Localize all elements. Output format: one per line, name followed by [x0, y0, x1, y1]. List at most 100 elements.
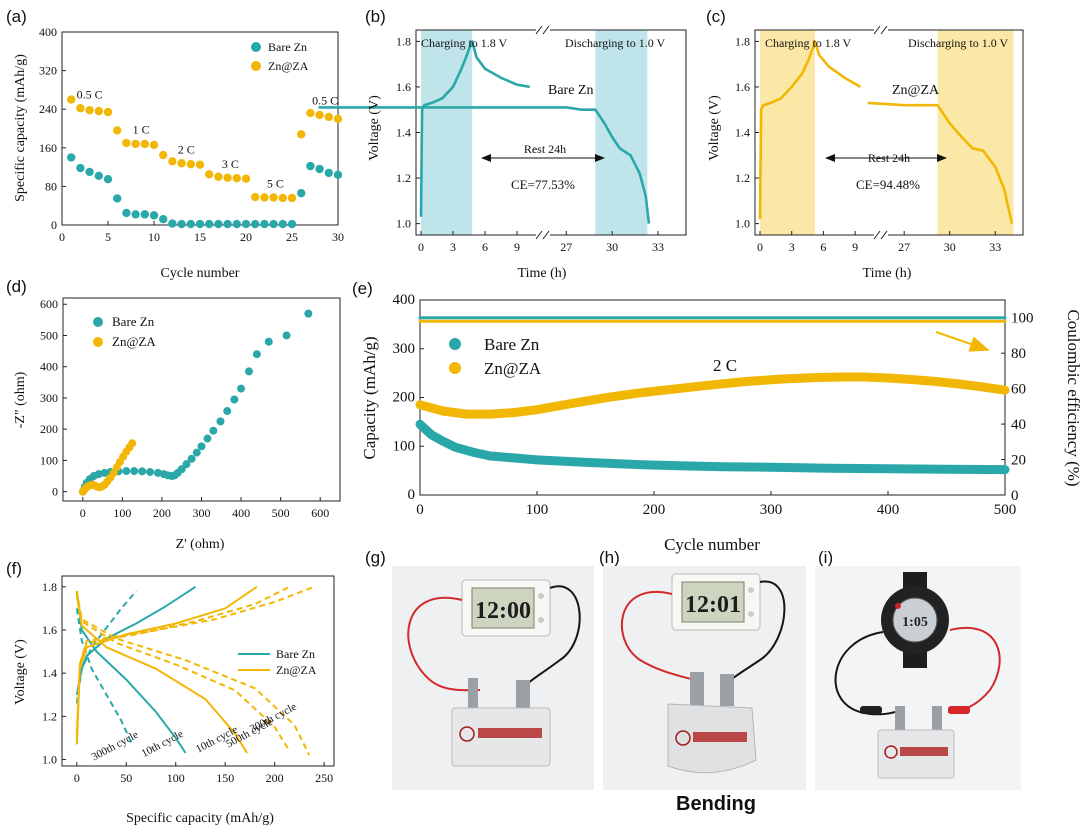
panel-e-label: (e): [352, 279, 373, 298]
y-tick-label: 1.6: [42, 623, 57, 637]
battery-tab: [468, 678, 478, 712]
data-point: [122, 138, 131, 148]
x-tick-label: 25: [286, 230, 298, 244]
voltage-capacity-curve: [75, 593, 291, 752]
x-tick-label: 200: [153, 506, 171, 520]
x-tick-label: 400: [232, 506, 250, 520]
rate-label: 2 C: [178, 143, 195, 157]
photo-g-label: (g): [365, 548, 386, 567]
panel-a-legend: Bare Zn Zn@ZA: [251, 40, 309, 73]
y-tick-label: 1.6: [396, 80, 411, 94]
data-point: [278, 193, 287, 203]
panel-e-legend: Bare Zn Zn@ZA: [449, 335, 542, 378]
watch-strap: [903, 650, 927, 668]
legend-marker-zn-za: [93, 337, 103, 347]
x-tick-label: 100: [113, 506, 131, 520]
lcd-clock-screen: [681, 581, 745, 623]
y-tick-label: 1.8: [42, 580, 57, 594]
legend-label-zn-za: Zn@ZA: [112, 334, 156, 349]
x-tick-label: 9: [852, 240, 858, 254]
data-point: [269, 219, 278, 229]
voltage-curve: [318, 106, 651, 224]
data-point: [113, 126, 122, 135]
watch-display: 1:05: [902, 615, 928, 630]
data-point: [177, 159, 186, 168]
university-seal-icon: [459, 726, 475, 742]
data-point: [113, 194, 122, 203]
data-point: [251, 219, 260, 229]
y-tick-label: 300: [40, 391, 58, 405]
data-point: [260, 219, 269, 229]
data-point: [230, 395, 239, 404]
panel-b-charge-text: Charging to 1.8 V: [421, 36, 508, 50]
x-tick-label: 3: [789, 240, 795, 254]
red-wire: [620, 591, 696, 681]
data-point: [252, 350, 261, 359]
panel-b: (b) 0 3 6 9 27 30 33 1.0 1.2 1.4 1.6 1.8 Charging t…: [318, 7, 687, 281]
x-tick-label: 300: [760, 502, 783, 518]
cycle-label: 300th cycle: [90, 729, 141, 764]
clock-screw-icon: [538, 593, 544, 599]
panel-b-xlabel: Time (h): [518, 266, 567, 281]
x-tick-label: 200: [266, 771, 284, 785]
y-tick-label: 1.2: [42, 709, 57, 723]
panel-e: (e) 0 100 200 300 400 50001002003004000204060…: [352, 279, 1080, 554]
legend-marker-bare-zn: [449, 338, 461, 350]
x-tick-label: 27: [560, 240, 572, 254]
photo-h-caption: Bending: [676, 793, 756, 815]
data-point: [251, 192, 260, 202]
x-tick-label: 200: [643, 502, 666, 518]
x-tick-label: 150: [216, 771, 234, 785]
x-tick-label: 3: [450, 240, 456, 254]
panel-c-ylabel: Voltage (V): [707, 95, 722, 161]
battery-tab: [720, 674, 734, 706]
data-point: [195, 219, 205, 229]
panel-b-discharge-text: Discharging to 1.0 V: [565, 36, 666, 50]
x-tick-label: 33: [989, 240, 1001, 254]
panel-c-ce-text: CE=94.48%: [856, 177, 920, 192]
y-tick-label: 200: [40, 422, 58, 436]
x-tick-label: 20: [240, 230, 252, 244]
data-point: [282, 331, 291, 340]
panel-e-rate-annotation: 2 C: [713, 356, 737, 375]
data-point: [205, 170, 214, 179]
data-point: [149, 140, 159, 150]
voltage-curve: [419, 40, 531, 217]
data-point: [315, 110, 324, 120]
rate-label: 0.5 C: [312, 93, 338, 107]
data-point: [209, 426, 218, 435]
x-tick-label: 500: [272, 506, 290, 520]
y2-tick-label: 60: [1011, 382, 1026, 398]
y-tick-label: 200: [393, 390, 416, 406]
x-tick-label: 6: [482, 240, 488, 254]
y-tick-label: 1.8: [396, 34, 411, 48]
data-point: [223, 219, 232, 229]
data-point: [146, 467, 155, 476]
data-point: [67, 153, 76, 162]
voltage-capacity-curve: [75, 585, 290, 738]
data-point: [94, 470, 103, 479]
x-tick-label: 600: [311, 506, 329, 520]
data-point: [223, 407, 232, 416]
data-point: [333, 114, 343, 124]
y-tick-label: 1.2: [735, 171, 750, 185]
data-point: [76, 104, 85, 113]
panel-e-ce-arrow: [935, 331, 990, 352]
voltage-capacity-curve: [75, 585, 315, 734]
data-point: [214, 172, 223, 181]
black-alligator-clip: [860, 706, 882, 714]
data-point: [159, 215, 168, 224]
panel-e-y2label: Coulombic efficiency (%): [1064, 309, 1080, 486]
voltage-capacity-curve: [75, 590, 311, 756]
lcd-clock-display: 12:01: [685, 592, 741, 618]
data-point: [140, 210, 149, 219]
battery-tab: [932, 706, 942, 732]
panel-f-ylabel: Voltage (V): [13, 639, 28, 705]
clock-screw-icon: [748, 587, 754, 593]
legend-label-zn-za: Zn@ZA: [484, 359, 542, 378]
panel-a-ylabel: Specific capacity (mAh/g): [13, 54, 28, 202]
panel-c-discharge-text: Discharging to 1.0 V: [908, 36, 1009, 50]
panel-d-ylabel: -Z" (ohm): [13, 371, 28, 428]
panel-b-axis-break: [535, 25, 550, 240]
watch-strap: [903, 572, 927, 590]
